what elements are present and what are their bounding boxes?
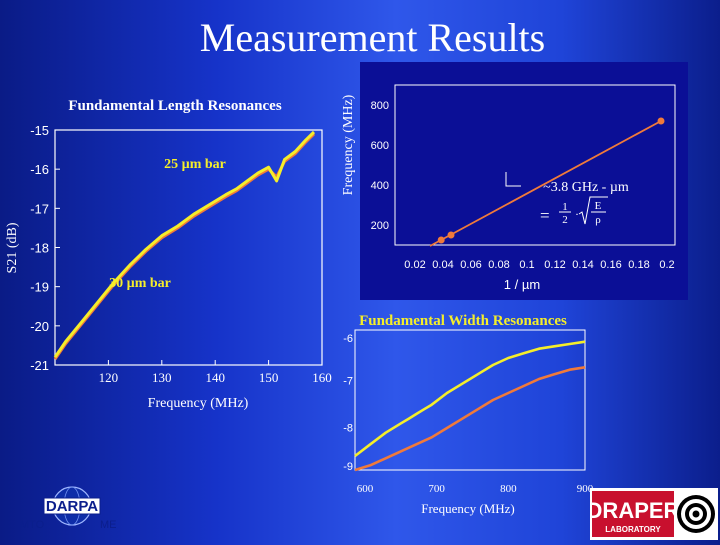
width-y-tick-label: -6: [343, 333, 353, 345]
length-chart-title: Fundamental Length Resonances: [68, 98, 282, 114]
length-y-axis-label: S21 (dB): [5, 222, 20, 273]
length-x-tick-label: 120: [99, 370, 119, 385]
darpa-logo-text: DARPA: [46, 498, 98, 515]
inverse-x-tick-label: 0.08: [488, 259, 509, 271]
inverse-y-axis-label: Frequency (MHz): [341, 94, 356, 195]
annotation-25um-bar: 25 µm bar: [164, 157, 226, 172]
width-series-line-yellow: [354, 340, 586, 458]
inverse-x-tick-label: 0.18: [628, 259, 649, 271]
darpa-logo-graphic: DARPA MTO MEMS: [20, 486, 133, 531]
inverse-data-point: [437, 236, 445, 244]
draper-logo-subtext: LABORATORY: [605, 525, 661, 534]
length-y-tick-label: -16: [30, 162, 49, 177]
inverse-x-tick-label: 0.1: [519, 259, 534, 271]
darpa-right-label: MEMS: [100, 519, 116, 528]
width-x-axis-label: Frequency (MHz): [421, 501, 515, 516]
inverse-y-tick-label: 200: [371, 220, 389, 232]
formula-fraction-numerator: 1: [562, 201, 568, 213]
length-x-tick-label: 160: [312, 370, 332, 385]
width-series-line-orange: [354, 366, 586, 472]
page-title: Measurement Results: [199, 15, 546, 60]
width-x-tick-label: 800: [500, 483, 517, 495]
width-y-tick-label: -8: [343, 422, 353, 434]
length-x-tick-label: 150: [259, 370, 279, 385]
inverse-y-tick-label: 400: [371, 180, 389, 192]
length-x-tick-label: 140: [205, 370, 225, 385]
width-x-tick-label: 600: [357, 483, 374, 495]
formula-radicand-numerator: E: [595, 200, 602, 212]
inverse-x-tick-label: 0.12: [544, 259, 565, 271]
length-y-tick-label: -19: [30, 280, 49, 295]
inverse-fit-line: [429, 120, 662, 247]
inverse-x-tick-label: 0.2: [659, 259, 674, 271]
length-y-tick-label: -21: [30, 358, 49, 373]
length-y-tick-label: -20: [30, 319, 49, 334]
darpa-logo: DARPA MTO MEMS: [20, 486, 133, 531]
draper-target-icon: [677, 495, 715, 533]
inverse-x-axis-label: 1 / µm: [504, 277, 540, 292]
draper-logo-text: DRAPER: [590, 498, 680, 523]
slope-annotation: ~3.8 GHz - µm: [543, 180, 629, 195]
formula-equals: =: [540, 206, 550, 225]
inverse-x-tick-label: 0.02: [404, 259, 425, 271]
width-y-tick-label: -7: [343, 376, 353, 388]
inverse-chart-background: [360, 62, 688, 300]
length-y-tick-label: -15: [30, 123, 49, 138]
inverse-y-tick-label: 800: [371, 100, 389, 112]
formula-radical-sign: [578, 196, 608, 225]
formula-dot: ·: [575, 207, 579, 221]
length-x-axis-label: Frequency (MHz): [148, 396, 249, 411]
inverse-x-tick-label: 0.16: [600, 259, 621, 271]
length-series-line-25um: [53, 130, 316, 359]
length-y-tick-label: -18: [30, 241, 49, 256]
width-resonance-chart: Fundamental Width Resonances -6 -7 -8 -9 600 7…: [343, 313, 594, 516]
formula-fraction-denominator: 2: [562, 214, 568, 226]
inverse-x-tick-label: 0.14: [572, 259, 593, 271]
inverse-x-tick-label: 0.04: [432, 259, 453, 271]
width-x-tick-label: 900: [577, 483, 594, 495]
inverse-x-tick-label: 0.06: [460, 259, 481, 271]
length-y-tick-label: -17: [30, 201, 49, 216]
length-x-tick-label: 130: [152, 370, 172, 385]
formula-radicand-denominator: ρ: [595, 214, 601, 226]
inverse-y-tick-label: 600: [371, 140, 389, 152]
width-plot-frame: [354, 329, 586, 471]
darpa-left-label: MTO: [20, 519, 45, 528]
length-resonance-chart: Fundamental Length Resonances -15 -16 -17 -1…: [5, 98, 332, 411]
draper-logo-graphic: DRAPER LABORATORY: [587, 491, 715, 537]
width-chart-title: Fundamental Width Resonances: [359, 313, 567, 329]
inverse-plot-frame: [394, 84, 676, 246]
inverse-width-chart: 200 400 600 800 0.02 0.04 0.06 0.08 0.1 0.12 0.14 0…: [341, 62, 688, 300]
width-x-tick-label: 700: [428, 483, 445, 495]
slope-triangle: [505, 172, 521, 187]
annotation-30um-bar: 30 µm bar: [109, 276, 171, 291]
inverse-data-point: [657, 117, 665, 125]
draper-logo: DRAPER LABORATORY: [587, 488, 718, 540]
width-y-tick-label: -9: [343, 461, 353, 473]
inverse-data-point: [447, 231, 455, 239]
